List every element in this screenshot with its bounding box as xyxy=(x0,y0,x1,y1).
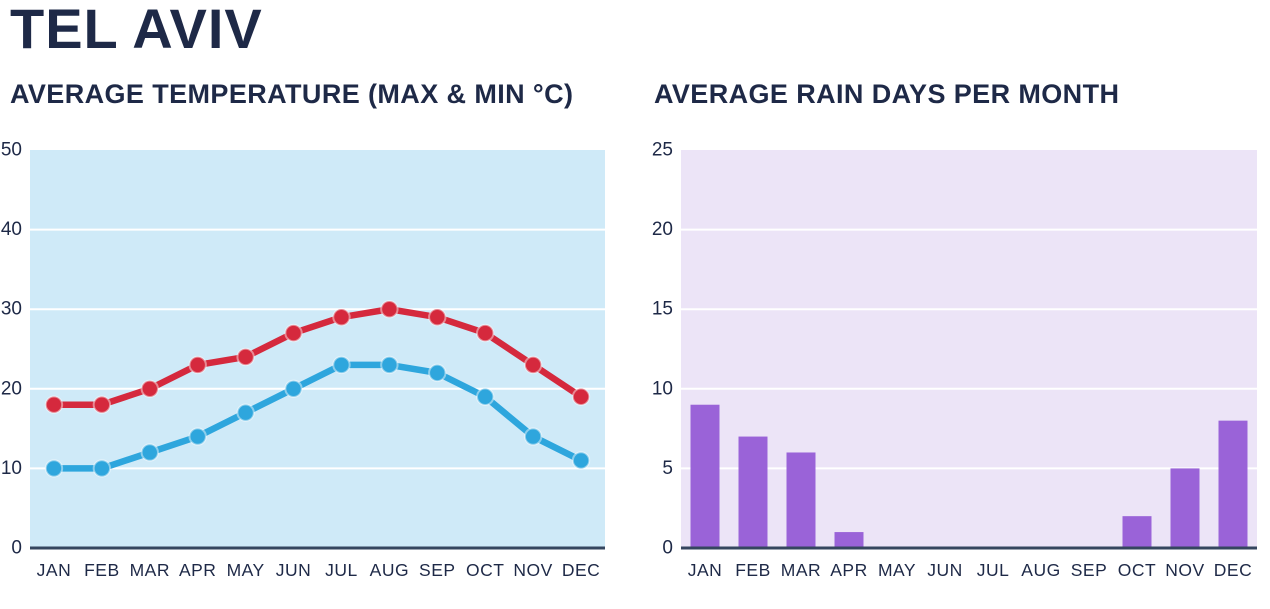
point-max-jan xyxy=(44,395,64,414)
point-max-apr xyxy=(188,355,207,375)
point-min-may xyxy=(236,403,255,422)
bar-mar xyxy=(786,452,816,548)
x-tick-label-nov: NOV xyxy=(1165,560,1204,580)
point-min-oct xyxy=(476,387,495,406)
point-max-sep xyxy=(428,307,447,327)
x-tick-label-dec: DEC xyxy=(1214,560,1252,580)
point-min-jun xyxy=(284,379,303,398)
x-tick-label-sep: SEP xyxy=(1071,560,1108,580)
x-tick-label-oct: OCT xyxy=(1118,560,1156,580)
point-min-nov xyxy=(523,427,543,446)
x-tick-label-apr: APR xyxy=(830,560,867,580)
y-tick-label: 25 xyxy=(652,140,673,161)
x-tick-label-jun: JUN xyxy=(276,560,312,580)
y-tick-label: 20 xyxy=(652,219,673,240)
bar-feb xyxy=(738,436,768,548)
x-tick-label-mar: MAR xyxy=(781,560,821,580)
x-tick-label-jan: JAN xyxy=(688,560,723,580)
point-max-jul xyxy=(332,307,351,327)
temperature-chart-title: AVERAGE TEMPERATURE (MAX & MIN °C) xyxy=(10,79,574,109)
point-min-jul xyxy=(332,355,351,375)
point-max-nov xyxy=(523,355,543,375)
point-min-feb xyxy=(92,459,112,478)
point-max-feb xyxy=(92,395,112,414)
x-tick-label-feb: FEB xyxy=(84,560,120,580)
x-tick-label-aug: AUG xyxy=(1021,560,1060,580)
point-max-oct xyxy=(476,323,495,343)
y-tick-label: 10 xyxy=(1,458,22,479)
page-title: TEL AVIV xyxy=(10,0,263,60)
bar-nov xyxy=(1170,468,1200,548)
point-min-jan xyxy=(44,459,64,478)
point-min-dec xyxy=(571,451,591,470)
point-min-sep xyxy=(428,363,447,383)
x-tick-label-nov: NOV xyxy=(513,560,552,580)
x-tick-label-jul: JUL xyxy=(325,560,358,580)
bar-jan xyxy=(690,404,720,548)
x-tick-label-oct: OCT xyxy=(466,560,504,580)
x-tick-label-jul: JUL xyxy=(977,560,1010,580)
y-tick-label: 15 xyxy=(652,299,673,320)
x-tick-label-apr: APR xyxy=(179,560,216,580)
y-tick-label: 50 xyxy=(1,140,22,161)
point-max-may xyxy=(236,347,255,367)
x-tick-label-feb: FEB xyxy=(735,560,771,580)
point-max-dec xyxy=(571,387,591,406)
point-min-mar xyxy=(140,443,159,462)
x-tick-label-jan: JAN xyxy=(37,560,72,580)
line-min xyxy=(50,361,585,472)
point-max-aug xyxy=(380,300,399,319)
rain-chart-title: AVERAGE RAIN DAYS PER MONTH xyxy=(654,79,1120,109)
y-tick-label: 40 xyxy=(1,219,22,240)
x-tick-label-may: MAY xyxy=(227,560,265,580)
bar-dec xyxy=(1218,420,1248,548)
y-tick-label: 0 xyxy=(11,538,22,559)
y-tick-label: 5 xyxy=(662,458,673,479)
plot-area xyxy=(681,150,1257,548)
x-tick-label-jun: JUN xyxy=(927,560,963,580)
point-max-mar xyxy=(140,379,159,398)
x-tick-label-may: MAY xyxy=(878,560,916,580)
point-max-jun xyxy=(284,323,303,343)
point-min-apr xyxy=(188,427,207,446)
bar-oct xyxy=(1122,516,1152,548)
y-tick-label: 0 xyxy=(662,538,673,559)
y-tick-label: 20 xyxy=(1,378,22,399)
y-tick-label: 30 xyxy=(1,299,22,320)
x-tick-label-dec: DEC xyxy=(562,560,600,580)
y-tick-label: 10 xyxy=(652,378,673,399)
x-tick-label-mar: MAR xyxy=(130,560,170,580)
bar-apr xyxy=(834,532,864,548)
x-tick-label-sep: SEP xyxy=(419,560,456,580)
x-tick-label-aug: AUG xyxy=(370,560,409,580)
point-min-aug xyxy=(380,355,399,375)
line-max xyxy=(50,305,585,408)
